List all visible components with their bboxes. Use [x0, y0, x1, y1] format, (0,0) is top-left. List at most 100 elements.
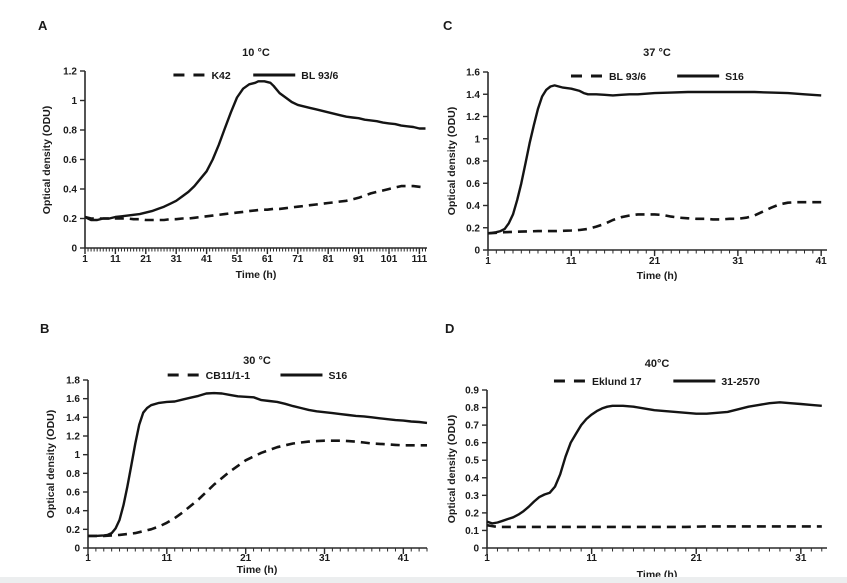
y-tick-label: 0.8: [465, 403, 479, 414]
x-tick-label: 41: [398, 553, 410, 564]
panel-a-y-axis-label: Optical density (ODU): [41, 106, 53, 215]
panel-d-plot: 00.10.20.30.40.50.60.70.80.91 11 21 31: [465, 386, 827, 564]
panel-c-plot: 00.20.40.60.811.21.41.61 11 21 31 41: [466, 68, 827, 268]
y-tick-label: 0.7: [465, 421, 479, 432]
legend-label: BL 93/6: [301, 70, 338, 82]
legend-label: K42: [211, 70, 230, 82]
x-tick-label: 21: [691, 553, 703, 564]
x-tick-label: 11: [110, 254, 121, 265]
y-tick-label: 0: [473, 544, 479, 555]
y-tick-label: 1: [71, 96, 77, 107]
panel-b-plot: 00.20.40.60.811.21.41.61.81 11 21 31 41: [66, 376, 428, 564]
y-tick-label: 0.5: [465, 456, 479, 467]
series-dashed-line: [84, 184, 426, 222]
y-tick-label: 1.6: [66, 394, 80, 405]
x-tick-label: 1: [484, 553, 490, 564]
y-tick-label: 1.6: [466, 68, 480, 79]
series-dashed-line: [88, 439, 427, 538]
panel-b-title: 30 °C: [243, 355, 271, 367]
y-tick-label: 0.4: [465, 473, 479, 484]
series-dashed-line: [486, 523, 822, 529]
panel-c-title: 37 °C: [643, 47, 671, 59]
y-tick-label: 1.4: [66, 413, 80, 424]
x-tick-label: 31: [732, 256, 744, 267]
y-tick-label: 0.3: [465, 491, 479, 502]
legend-label: CB11/1-1: [206, 370, 251, 382]
series-solid-line: [88, 391, 428, 538]
x-tick-label: 41: [201, 254, 213, 265]
panel-d-legend: Eklund 17 31-2570: [553, 376, 760, 388]
legend-label: S16: [725, 71, 744, 83]
x-tick-label: 31: [171, 254, 183, 265]
y-tick-label: 1.8: [66, 376, 80, 387]
legend-label: BL 93/6: [609, 71, 646, 83]
y-tick-label: 1.2: [466, 112, 480, 123]
y-tick-label: 1: [474, 134, 480, 145]
y-tick-label: 0.6: [466, 179, 480, 190]
y-tick-label: 0: [474, 246, 480, 257]
x-tick-label: 11: [566, 256, 577, 267]
y-tick-label: 0.2: [66, 525, 80, 536]
y-tick-label: 1.4: [466, 90, 480, 101]
panel-d-y-axis-label: Optical density (ODU): [446, 415, 458, 524]
panel-c-x-axis-label: Time (h): [637, 270, 678, 282]
panel-a-plot: 00.20.40.60.811.21 11 21 31 41 51 61 71 81 91 101 1…: [63, 67, 428, 266]
y-tick-label: 0.8: [66, 469, 80, 480]
y-tick-label: 0.6: [465, 438, 479, 449]
panel-d: D 40°C Optical density (ODU) Time (h) Ek…: [445, 321, 827, 581]
y-tick-label: 0.1: [465, 526, 479, 537]
x-tick-label: 21: [240, 553, 252, 564]
x-tick-label: 31: [795, 553, 807, 564]
y-tick-label: 0.8: [63, 126, 77, 137]
y-tick-label: 0.6: [66, 488, 80, 499]
y-tick-label: 0: [71, 244, 77, 255]
y-tick-label: 0.8: [466, 157, 480, 168]
x-tick-label: 21: [649, 256, 661, 267]
x-tick-label: 1: [85, 553, 91, 564]
y-tick-label: 0.4: [466, 201, 480, 212]
panel-c-legend: BL 93/6 S16: [570, 71, 744, 83]
x-tick-label: 81: [323, 254, 335, 265]
x-tick-label: 11: [586, 553, 597, 564]
series-solid-line: [486, 401, 822, 525]
panel-c: C 37 °C Optical density (ODU) Time (h) B…: [443, 18, 827, 282]
panel-b-y-axis-label: Optical density (ODU): [45, 410, 57, 519]
panel-a-title: 10 °C: [242, 47, 270, 59]
x-tick-label: 1: [485, 256, 491, 267]
panel-b-letter: B: [40, 321, 49, 336]
x-tick-label: 11: [162, 553, 173, 564]
y-tick-label: 0: [74, 544, 80, 555]
x-tick-label: 91: [353, 254, 365, 265]
panel-a-legend: K42 BL 93/6: [173, 70, 339, 82]
legend-label: S16: [328, 370, 347, 382]
x-tick-label: 51: [231, 254, 243, 265]
panel-a: A 10 °C Optical density (ODU) Time (h) K…: [38, 18, 428, 281]
y-tick-label: 0.9: [465, 386, 479, 397]
x-tick-label: 71: [292, 254, 304, 265]
panel-c-y-axis-label: Optical density (ODU): [446, 107, 458, 216]
y-tick-label: 0.2: [63, 214, 77, 225]
panel-d-title: 40°C: [645, 358, 670, 370]
series-dashed-line: [487, 200, 822, 235]
x-tick-label: 1: [82, 254, 88, 265]
x-tick-label: 21: [140, 254, 152, 265]
x-tick-label: 61: [262, 254, 274, 265]
y-tick-label: 0.2: [465, 508, 479, 519]
y-tick-label: 0.6: [63, 155, 77, 166]
panel-b-legend: CB11/1-1 S16: [167, 370, 347, 382]
x-tick-label: 41: [816, 256, 828, 267]
y-tick-label: 1.2: [63, 67, 77, 78]
panel-a-x-axis-label: Time (h): [236, 269, 277, 281]
y-tick-label: 0.4: [66, 506, 80, 517]
y-tick-label: 1: [74, 450, 80, 461]
y-tick-label: 1.2: [66, 432, 80, 443]
series-solid-line: [84, 80, 426, 222]
y-tick-label: 0.4: [63, 185, 77, 196]
legend-label: 31-2570: [721, 376, 760, 388]
x-tick-label: 31: [319, 553, 331, 564]
panel-b: B 30 °C Optical density (ODU) Time (h) C…: [40, 321, 428, 576]
legend-label: Eklund 17: [592, 376, 642, 388]
y-tick-label: 0.2: [466, 223, 480, 234]
